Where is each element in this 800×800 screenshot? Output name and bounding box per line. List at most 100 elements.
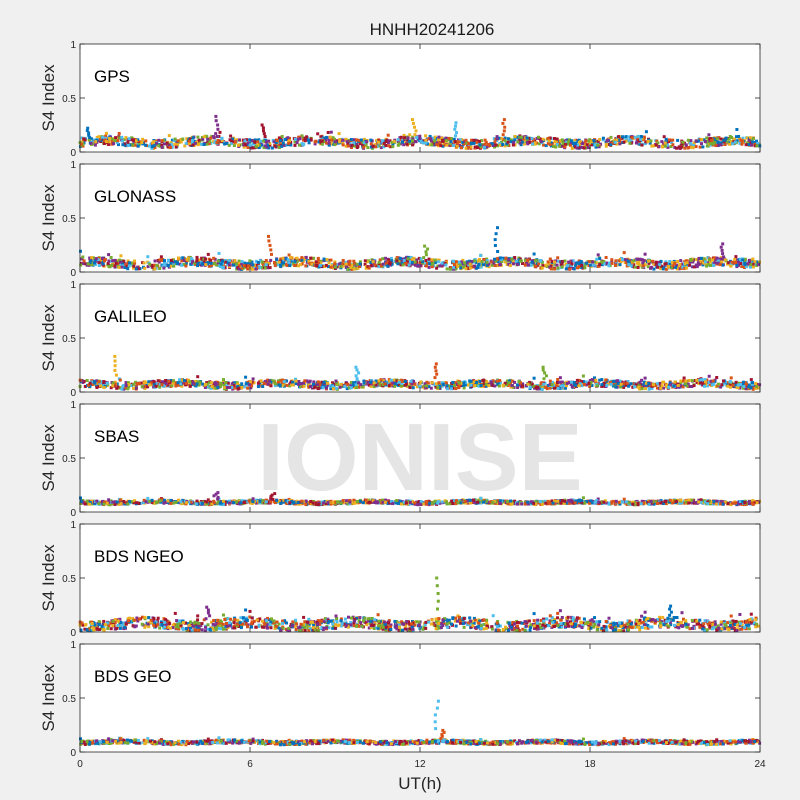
- data-point: [430, 258, 434, 262]
- data-point: [351, 384, 355, 387]
- data-point: [304, 264, 308, 268]
- data-point: [92, 138, 96, 142]
- data-point: [116, 139, 120, 143]
- data-point: [480, 139, 484, 143]
- data-point: [527, 380, 531, 384]
- data-point: [255, 501, 258, 505]
- data-point: [352, 144, 356, 148]
- data-point: [90, 263, 94, 267]
- data-point: [103, 136, 107, 140]
- data-point: [389, 256, 393, 260]
- data-point: [492, 142, 496, 146]
- data-point: [720, 383, 724, 387]
- data-point: [641, 261, 645, 265]
- data-point: [454, 260, 458, 264]
- data-point: [673, 262, 677, 265]
- data-point: [747, 385, 751, 388]
- data-point: [256, 381, 260, 385]
- data-point: [596, 253, 600, 257]
- data-point: [436, 264, 440, 268]
- data-point: [469, 383, 473, 387]
- data-point: [193, 139, 197, 143]
- data-point: [335, 381, 339, 385]
- data-point: [643, 252, 647, 256]
- data-point: [541, 264, 545, 268]
- data-point: [459, 260, 463, 264]
- data-point: [214, 263, 218, 267]
- data-point: [587, 382, 591, 385]
- data-point: [292, 261, 296, 265]
- data-point: [388, 379, 392, 383]
- data-point: [329, 130, 333, 134]
- data-point: [101, 135, 105, 139]
- data-point: [425, 142, 429, 146]
- data-point: [753, 260, 757, 264]
- data-point: [85, 379, 89, 382]
- data-point: [689, 258, 693, 262]
- data-point: [546, 137, 550, 140]
- data-point: [92, 142, 96, 146]
- data-point: [743, 258, 747, 262]
- data-point: [521, 262, 524, 265]
- data-point: [240, 382, 244, 386]
- data-point: [647, 259, 651, 263]
- data-point: [182, 259, 186, 262]
- data-point: [553, 137, 556, 140]
- data-point: [663, 144, 667, 148]
- data-point: [427, 265, 431, 269]
- data-point: [568, 138, 571, 142]
- data-point: [206, 498, 210, 502]
- data-point: [599, 142, 603, 146]
- data-point: [223, 386, 227, 389]
- data-point: [685, 384, 689, 388]
- data-point: [492, 137, 496, 141]
- data-point: [153, 259, 157, 263]
- data-point: [132, 501, 136, 505]
- data-point: [270, 146, 274, 150]
- data-point: [137, 381, 141, 385]
- spike-point: [268, 243, 272, 247]
- data-point: [711, 379, 715, 383]
- data-point: [276, 380, 280, 384]
- data-point: [382, 145, 386, 149]
- data-point: [160, 259, 164, 262]
- data-point: [667, 138, 671, 142]
- data-point: [197, 383, 201, 387]
- data-point: [686, 138, 690, 142]
- data-point: [569, 143, 572, 147]
- data-point: [437, 135, 441, 139]
- data-point: [542, 382, 546, 386]
- data-point: [484, 145, 488, 149]
- data-point: [727, 137, 731, 141]
- spike-point: [354, 374, 358, 378]
- data-point: [373, 143, 377, 147]
- data-point: [540, 260, 544, 264]
- data-point: [637, 134, 640, 138]
- data-point: [214, 383, 218, 387]
- data-point: [386, 264, 390, 268]
- data-point: [386, 133, 390, 137]
- data-point: [177, 383, 181, 387]
- data-point: [704, 260, 707, 264]
- data-point: [523, 258, 527, 262]
- data-point: [462, 381, 466, 385]
- data-point: [517, 380, 521, 383]
- spike-point: [214, 114, 218, 118]
- data-point: [379, 378, 383, 382]
- data-point: [111, 261, 115, 265]
- data-point: [424, 262, 428, 266]
- data-point: [363, 141, 366, 145]
- data-point: [97, 264, 101, 267]
- data-point: [142, 381, 146, 385]
- data-point: [356, 145, 360, 148]
- data-point: [209, 136, 213, 140]
- data-point: [352, 259, 356, 263]
- data-point: [651, 259, 655, 263]
- spike-point: [541, 365, 545, 369]
- data-point: [242, 141, 246, 145]
- data-point: [609, 143, 613, 147]
- data-point: [123, 266, 127, 270]
- data-point: [89, 258, 93, 262]
- data-point: [563, 381, 566, 385]
- data-point: [202, 143, 206, 146]
